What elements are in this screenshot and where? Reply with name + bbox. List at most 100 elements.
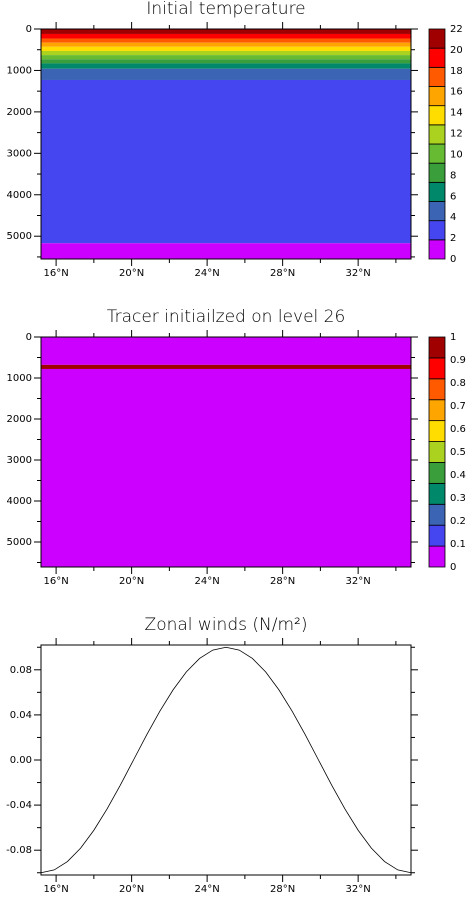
contour-band xyxy=(41,337,411,365)
contour-band xyxy=(41,68,411,80)
plot-frame xyxy=(40,336,412,568)
chart-title: Initial temperature xyxy=(146,0,305,19)
contour-band xyxy=(41,29,411,34)
colorbar-box xyxy=(428,357,446,380)
y-tick-label: 1000 xyxy=(7,65,32,76)
contour-band xyxy=(41,364,411,369)
colorbar-label: 2 xyxy=(450,233,456,244)
y-tick-label: 0 xyxy=(26,332,32,343)
chart-title: Zonal winds (N/m²) xyxy=(145,615,308,635)
chart-title: Tracer initiailzed on level 26 xyxy=(107,307,346,327)
line xyxy=(40,646,412,874)
colorbar-label: 18 xyxy=(450,66,463,77)
colorbar-label: 0.2 xyxy=(450,516,466,527)
x-tick-label: 28°N xyxy=(270,576,295,587)
colorbar-box xyxy=(428,28,446,49)
y-tick-label: 4000 xyxy=(7,190,32,201)
x-tick-label: 28°N xyxy=(270,884,295,895)
colorbar-label: 4 xyxy=(450,212,456,223)
colorbar-label: 12 xyxy=(450,129,463,140)
colorbar-box xyxy=(428,220,446,241)
colorbar-box xyxy=(428,181,446,202)
colorbar-label: 0.5 xyxy=(450,447,466,458)
colorbar-label: 16 xyxy=(450,87,463,98)
colorbar-box xyxy=(428,86,446,107)
contour-band xyxy=(41,50,411,56)
colorbar-box xyxy=(428,441,446,463)
x-tick-label: 16°N xyxy=(43,884,68,895)
colorbar-box xyxy=(428,143,446,164)
x-tick-label: 16°N xyxy=(43,268,68,279)
contour-band xyxy=(41,59,411,64)
x-tick-label: 20°N xyxy=(119,268,144,279)
y-tick-label: 0 xyxy=(26,24,32,35)
colorbar-label: 0.9 xyxy=(450,355,466,366)
colorbar-box xyxy=(428,482,446,505)
colorbar-box xyxy=(428,124,446,145)
x-tick-label: 24°N xyxy=(195,884,220,895)
y-tick-label: 3000 xyxy=(7,455,32,466)
x-tick-label: 16°N xyxy=(43,576,68,587)
colorbar-box xyxy=(428,503,446,526)
y-tick-label: -0.08 xyxy=(6,845,32,856)
contour-band xyxy=(41,46,411,51)
y-tick-label: 1000 xyxy=(7,373,32,384)
contour-band xyxy=(41,42,411,47)
colorbar-label: 6 xyxy=(450,191,456,202)
contour-band xyxy=(41,55,411,60)
y-tick-label: 3000 xyxy=(7,148,32,159)
y-tick-label: 0.08 xyxy=(10,665,32,676)
x-tick-label: 24°N xyxy=(195,576,220,587)
colorbar-box xyxy=(428,201,446,222)
x-tick-label: 20°N xyxy=(119,576,144,587)
colorbar-box xyxy=(428,66,446,87)
y-tick-label: 5000 xyxy=(7,537,32,548)
colorbar-label: 20 xyxy=(450,45,463,56)
colorbar-label: 22 xyxy=(450,24,463,35)
y-tick-label: 0.00 xyxy=(10,755,32,766)
plot-frame xyxy=(40,644,412,876)
x-tick-label: 24°N xyxy=(195,268,220,279)
y-tick-label: -0.04 xyxy=(6,800,32,811)
colorbar-box xyxy=(428,336,446,359)
contour-band xyxy=(41,243,411,259)
colorbar-label: 8 xyxy=(450,170,456,181)
y-tick-label: 5000 xyxy=(7,231,32,242)
colorbar-label: 10 xyxy=(450,149,463,160)
colorbar-label: 0.8 xyxy=(450,378,466,389)
contour-band xyxy=(41,38,411,43)
colorbar-box xyxy=(428,239,446,260)
contour-band xyxy=(41,368,411,567)
colorbar-label: 0.4 xyxy=(450,470,466,481)
x-tick-label: 32°N xyxy=(346,576,371,587)
colorbar-box xyxy=(428,399,446,422)
colorbar-box xyxy=(428,420,446,442)
colorbar-label: 0.6 xyxy=(450,424,466,435)
colorbar-label: 0 xyxy=(450,562,456,573)
colorbar-label: 14 xyxy=(450,108,463,119)
y-tick-label: 0.04 xyxy=(10,710,32,721)
y-tick-label: 4000 xyxy=(7,496,32,507)
y-tick-label: 2000 xyxy=(7,414,32,425)
colorbar-box xyxy=(428,462,446,484)
colorbar-box xyxy=(428,378,446,401)
colorbar-box xyxy=(428,105,446,126)
colorbar-label: 0.1 xyxy=(450,539,466,550)
colorbar-box xyxy=(428,47,446,68)
colorbar-box xyxy=(428,524,446,547)
colorbar-label: 0.3 xyxy=(450,493,466,504)
x-tick-label: 32°N xyxy=(346,884,371,895)
x-tick-label: 20°N xyxy=(119,884,144,895)
plot-frame xyxy=(40,28,412,260)
colorbar-label: 0.7 xyxy=(450,401,466,412)
y-tick-label: 2000 xyxy=(7,107,32,118)
colorbar-box xyxy=(428,545,446,568)
contour-band xyxy=(41,63,411,69)
colorbar-box xyxy=(428,162,446,183)
x-tick-label: 32°N xyxy=(346,268,371,279)
colorbar-label: 1 xyxy=(450,332,456,343)
contour-band xyxy=(41,79,411,244)
colorbar-label: 0 xyxy=(450,254,456,265)
